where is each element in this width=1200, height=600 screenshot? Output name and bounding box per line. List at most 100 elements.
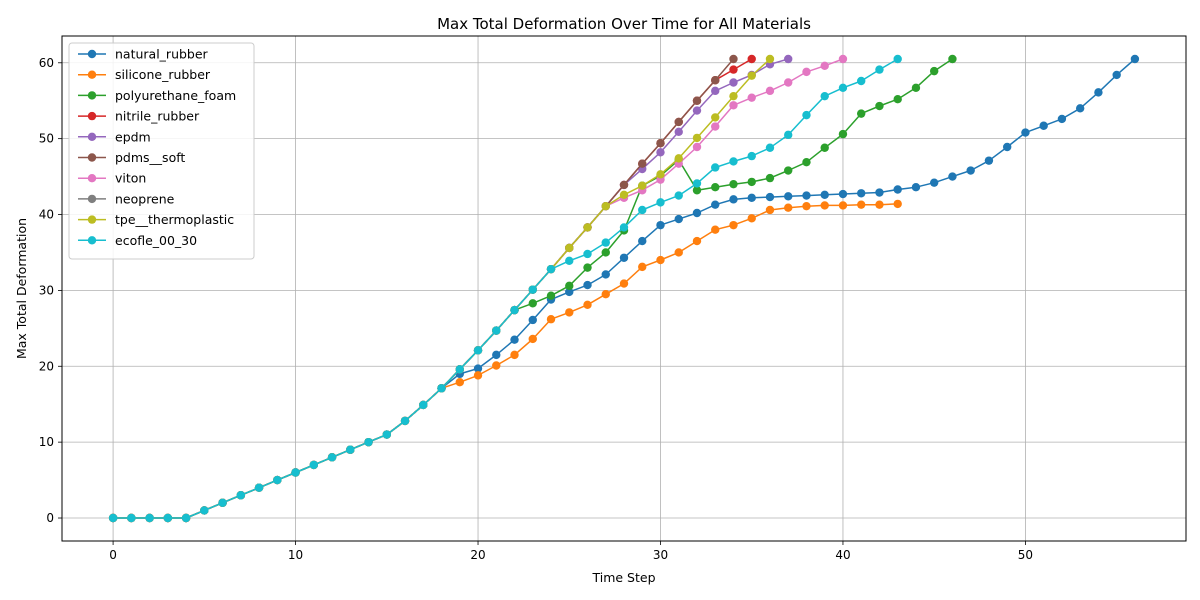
data-point bbox=[291, 468, 300, 477]
data-point bbox=[784, 130, 793, 140]
data-point bbox=[802, 191, 811, 200]
legend-label: tpe__thermoplastic bbox=[115, 212, 234, 227]
data-point bbox=[911, 183, 921, 192]
data-point bbox=[820, 201, 829, 210]
data-point bbox=[711, 225, 720, 234]
data-point bbox=[857, 76, 866, 86]
data-point bbox=[619, 223, 629, 232]
legend-label: ecofle_00_30 bbox=[115, 233, 197, 248]
data-point bbox=[765, 54, 775, 64]
data-point bbox=[1130, 54, 1140, 64]
data-point bbox=[181, 513, 191, 523]
legend-item-tpe__thermoplastic: tpe__thermoplastic bbox=[78, 212, 234, 227]
data-point bbox=[601, 201, 610, 211]
data-point bbox=[601, 238, 610, 247]
chart-title: Max Total Deformation Over Time for All … bbox=[437, 15, 811, 33]
data-point bbox=[802, 201, 811, 211]
data-point bbox=[656, 198, 665, 207]
legend-item-viton: viton bbox=[78, 171, 146, 186]
legend-marker bbox=[87, 70, 97, 79]
data-point bbox=[218, 498, 227, 508]
data-point bbox=[784, 203, 793, 212]
data-point bbox=[492, 350, 501, 360]
data-point bbox=[857, 109, 866, 118]
data-point bbox=[419, 400, 428, 410]
x-axis-label: Time Step bbox=[591, 570, 655, 585]
data-point bbox=[583, 280, 592, 290]
data-point bbox=[692, 96, 702, 105]
data-point bbox=[455, 365, 464, 374]
data-point bbox=[1039, 121, 1048, 130]
data-point bbox=[893, 199, 902, 209]
legend-label: epdm bbox=[115, 129, 151, 144]
data-point bbox=[857, 189, 866, 198]
data-point bbox=[108, 513, 118, 523]
data-point bbox=[893, 54, 902, 64]
data-point bbox=[692, 142, 702, 152]
data-point bbox=[784, 166, 793, 175]
data-point bbox=[948, 172, 957, 181]
data-point bbox=[510, 305, 519, 315]
legend-marker bbox=[87, 236, 97, 245]
data-point bbox=[747, 214, 756, 223]
data-point bbox=[656, 220, 665, 230]
data-point bbox=[984, 156, 994, 165]
data-point bbox=[729, 157, 738, 166]
legend-marker bbox=[87, 194, 97, 204]
legend-box bbox=[68, 42, 255, 260]
data-point bbox=[711, 113, 720, 122]
data-point bbox=[711, 183, 720, 192]
data-point bbox=[711, 200, 720, 209]
data-point bbox=[601, 289, 610, 299]
x-tick-label: 30 bbox=[653, 548, 668, 562]
data-point bbox=[619, 180, 629, 190]
data-point bbox=[747, 71, 756, 80]
data-point bbox=[674, 191, 683, 200]
data-point bbox=[929, 178, 939, 187]
data-point bbox=[638, 159, 647, 168]
data-point bbox=[838, 201, 848, 210]
data-point bbox=[638, 262, 647, 272]
data-point bbox=[565, 281, 574, 291]
data-point bbox=[236, 491, 246, 500]
legend-item-silicone_rubber: silicone_rubber bbox=[78, 67, 211, 82]
data-point bbox=[473, 364, 483, 373]
legend-marker bbox=[87, 215, 97, 224]
x-tick-label: 10 bbox=[288, 548, 303, 562]
data-point bbox=[838, 129, 848, 139]
data-point bbox=[656, 148, 665, 157]
data-point bbox=[619, 253, 629, 262]
data-point bbox=[875, 200, 884, 209]
data-point bbox=[820, 61, 829, 71]
data-point bbox=[145, 513, 154, 523]
data-point bbox=[966, 166, 975, 175]
data-point bbox=[1094, 88, 1103, 97]
data-point bbox=[674, 248, 683, 257]
data-point bbox=[747, 151, 756, 161]
data-point bbox=[765, 173, 775, 183]
data-point bbox=[1075, 104, 1085, 113]
data-point bbox=[674, 117, 683, 127]
y-tick-label: 30 bbox=[39, 283, 54, 297]
legend-marker bbox=[87, 132, 97, 141]
series-layer bbox=[108, 54, 1140, 523]
data-point bbox=[820, 91, 829, 101]
legend-item-polyurethane_foam: polyurethane_foam bbox=[78, 88, 236, 103]
data-point bbox=[382, 430, 391, 439]
data-point bbox=[747, 54, 756, 64]
data-point bbox=[802, 110, 811, 120]
legend-item-epdm: epdm bbox=[78, 129, 151, 144]
data-point bbox=[327, 453, 337, 462]
data-point bbox=[601, 270, 610, 279]
data-point bbox=[674, 154, 683, 163]
legend-label: pdms__soft bbox=[115, 150, 185, 165]
legend: natural_rubber silicone_rubber polyurethan… bbox=[68, 42, 255, 260]
data-point bbox=[528, 299, 537, 308]
axis-ticks: 0 10 20 30 40 50 0 10 20 30 40 50 60 bbox=[39, 56, 1033, 562]
data-point bbox=[656, 139, 665, 148]
data-point bbox=[583, 249, 592, 259]
data-point bbox=[765, 143, 775, 152]
data-point bbox=[948, 54, 957, 64]
legend-item-ecofle_00_30: ecofle_00_30 bbox=[78, 233, 197, 248]
y-axis-label: Max Total Deformation bbox=[14, 218, 29, 359]
